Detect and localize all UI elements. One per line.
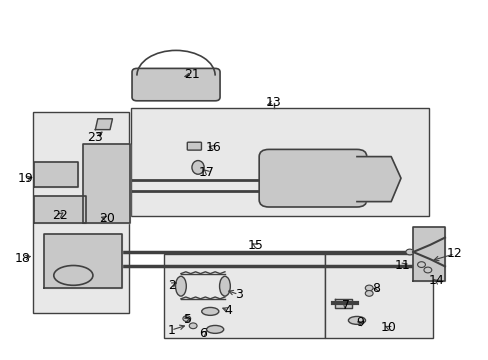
Ellipse shape bbox=[54, 266, 93, 285]
Text: 15: 15 bbox=[247, 239, 263, 252]
Polygon shape bbox=[95, 119, 112, 130]
Text: 1: 1 bbox=[167, 324, 175, 337]
Ellipse shape bbox=[219, 276, 230, 296]
Circle shape bbox=[365, 291, 372, 296]
Text: 18: 18 bbox=[15, 252, 30, 265]
Text: 3: 3 bbox=[234, 288, 242, 301]
Polygon shape bbox=[34, 196, 85, 223]
Text: 16: 16 bbox=[205, 141, 221, 154]
FancyBboxPatch shape bbox=[33, 112, 128, 313]
Text: 12: 12 bbox=[446, 247, 462, 260]
Text: 22: 22 bbox=[52, 209, 67, 222]
Text: 10: 10 bbox=[380, 321, 395, 334]
FancyBboxPatch shape bbox=[163, 254, 325, 338]
Text: 9: 9 bbox=[356, 316, 364, 329]
Polygon shape bbox=[34, 162, 78, 187]
Text: 4: 4 bbox=[224, 304, 232, 317]
Text: 23: 23 bbox=[87, 131, 103, 144]
Text: 8: 8 bbox=[372, 282, 380, 295]
Polygon shape bbox=[334, 299, 351, 308]
Text: 20: 20 bbox=[99, 212, 114, 225]
Circle shape bbox=[405, 249, 413, 255]
Text: 6: 6 bbox=[199, 327, 207, 340]
Ellipse shape bbox=[206, 325, 223, 333]
Text: 17: 17 bbox=[199, 166, 214, 179]
Polygon shape bbox=[356, 157, 400, 202]
FancyBboxPatch shape bbox=[325, 254, 432, 338]
Text: 11: 11 bbox=[394, 259, 409, 272]
FancyBboxPatch shape bbox=[259, 149, 366, 207]
Text: 13: 13 bbox=[265, 96, 281, 109]
Circle shape bbox=[189, 323, 197, 329]
FancyBboxPatch shape bbox=[187, 142, 201, 150]
Text: 19: 19 bbox=[18, 172, 33, 185]
Ellipse shape bbox=[201, 307, 219, 315]
Text: 5: 5 bbox=[183, 313, 191, 326]
Ellipse shape bbox=[191, 161, 204, 174]
Ellipse shape bbox=[347, 316, 365, 324]
Polygon shape bbox=[44, 234, 122, 288]
Text: 14: 14 bbox=[427, 274, 443, 287]
Ellipse shape bbox=[175, 276, 186, 296]
Text: 7: 7 bbox=[341, 299, 349, 312]
Circle shape bbox=[365, 285, 372, 291]
Text: 2: 2 bbox=[168, 279, 176, 292]
FancyBboxPatch shape bbox=[132, 68, 220, 101]
Circle shape bbox=[183, 316, 190, 321]
Circle shape bbox=[417, 262, 425, 267]
Circle shape bbox=[423, 267, 431, 273]
Polygon shape bbox=[412, 227, 444, 281]
Polygon shape bbox=[83, 144, 129, 223]
FancyBboxPatch shape bbox=[131, 108, 428, 216]
Text: 21: 21 bbox=[184, 68, 200, 81]
